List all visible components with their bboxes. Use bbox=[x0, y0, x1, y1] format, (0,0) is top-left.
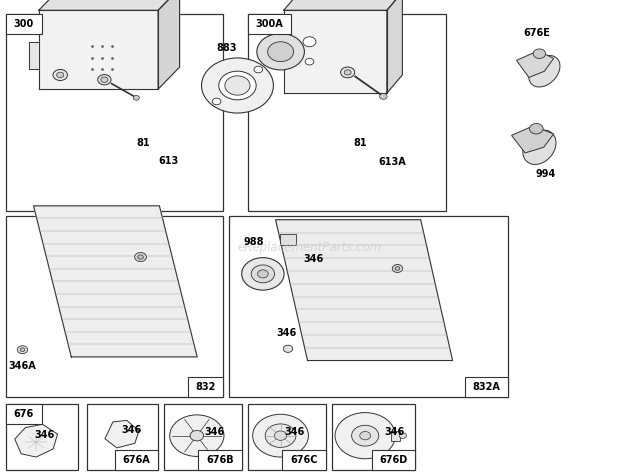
Circle shape bbox=[98, 75, 111, 85]
Text: 346: 346 bbox=[121, 425, 141, 435]
Circle shape bbox=[265, 424, 296, 447]
Circle shape bbox=[529, 124, 543, 134]
Circle shape bbox=[219, 71, 256, 100]
Text: eReplacementParts.com: eReplacementParts.com bbox=[238, 240, 382, 254]
Polygon shape bbox=[105, 420, 139, 448]
Bar bbox=[248, 14, 446, 211]
Bar bbox=[6, 14, 42, 34]
Bar bbox=[188, 377, 223, 397]
Bar bbox=[6, 216, 223, 397]
Circle shape bbox=[225, 76, 250, 95]
Text: 676C: 676C bbox=[290, 455, 317, 465]
Bar bbox=[164, 404, 242, 470]
Polygon shape bbox=[516, 51, 554, 77]
Text: 676D: 676D bbox=[379, 455, 408, 465]
Text: 994: 994 bbox=[536, 169, 556, 179]
Circle shape bbox=[133, 95, 140, 100]
Bar bbox=[248, 14, 291, 34]
Bar bbox=[248, 404, 326, 470]
Bar bbox=[229, 216, 508, 397]
Circle shape bbox=[135, 253, 146, 262]
Text: 346: 346 bbox=[304, 254, 324, 264]
Ellipse shape bbox=[529, 56, 560, 87]
Circle shape bbox=[53, 69, 68, 80]
Circle shape bbox=[253, 414, 309, 457]
Ellipse shape bbox=[523, 130, 556, 164]
Bar bbox=[6, 404, 78, 470]
Polygon shape bbox=[158, 0, 180, 89]
Polygon shape bbox=[38, 10, 158, 89]
Text: 346A: 346A bbox=[8, 361, 36, 371]
Text: 676E: 676E bbox=[523, 28, 551, 38]
Text: 676A: 676A bbox=[123, 455, 150, 465]
Text: 346: 346 bbox=[284, 427, 304, 437]
Text: 346: 346 bbox=[205, 427, 225, 437]
Bar bbox=[332, 404, 415, 470]
Text: 832: 832 bbox=[195, 381, 216, 392]
Text: 832A: 832A bbox=[473, 381, 500, 392]
Circle shape bbox=[305, 58, 314, 65]
Polygon shape bbox=[33, 206, 197, 357]
Text: 676: 676 bbox=[14, 408, 34, 419]
Polygon shape bbox=[276, 220, 453, 361]
Text: 81: 81 bbox=[136, 137, 150, 148]
Text: 81: 81 bbox=[353, 137, 367, 148]
Polygon shape bbox=[284, 10, 387, 93]
Circle shape bbox=[242, 257, 284, 290]
Circle shape bbox=[257, 270, 268, 278]
Circle shape bbox=[138, 255, 143, 259]
Circle shape bbox=[352, 425, 379, 446]
Bar bbox=[372, 450, 415, 470]
Text: 346: 346 bbox=[34, 429, 55, 440]
Bar bbox=[198, 450, 242, 470]
Text: 300A: 300A bbox=[256, 19, 283, 29]
Bar bbox=[6, 14, 223, 211]
Circle shape bbox=[399, 433, 407, 438]
Polygon shape bbox=[15, 424, 58, 457]
Polygon shape bbox=[387, 0, 402, 93]
Circle shape bbox=[283, 345, 293, 352]
Circle shape bbox=[344, 70, 351, 75]
Circle shape bbox=[190, 430, 203, 441]
Circle shape bbox=[202, 58, 273, 113]
Polygon shape bbox=[38, 0, 180, 10]
Text: 346: 346 bbox=[384, 427, 405, 437]
Text: 300: 300 bbox=[14, 19, 34, 29]
Text: 613A: 613A bbox=[378, 157, 406, 168]
Circle shape bbox=[395, 266, 400, 270]
Circle shape bbox=[254, 66, 263, 73]
Text: 346: 346 bbox=[276, 327, 296, 338]
Circle shape bbox=[257, 34, 304, 70]
Circle shape bbox=[212, 98, 221, 105]
Circle shape bbox=[533, 49, 546, 58]
Bar bbox=[282, 450, 326, 470]
Circle shape bbox=[360, 431, 371, 440]
Bar bbox=[115, 450, 158, 470]
Text: 613: 613 bbox=[158, 156, 179, 167]
Bar bbox=[465, 377, 508, 397]
Circle shape bbox=[170, 415, 224, 456]
Polygon shape bbox=[512, 126, 554, 153]
Text: 988: 988 bbox=[244, 237, 264, 247]
Text: 883: 883 bbox=[216, 43, 237, 53]
Circle shape bbox=[379, 94, 387, 99]
Circle shape bbox=[335, 413, 396, 459]
Circle shape bbox=[268, 42, 294, 62]
Bar bbox=[280, 234, 296, 245]
Circle shape bbox=[303, 37, 316, 47]
Circle shape bbox=[56, 72, 64, 78]
Bar bbox=[391, 431, 400, 441]
Circle shape bbox=[20, 348, 25, 352]
Bar bbox=[6, 404, 42, 424]
Circle shape bbox=[251, 265, 275, 283]
Circle shape bbox=[275, 431, 286, 440]
Circle shape bbox=[17, 346, 28, 354]
Circle shape bbox=[340, 67, 355, 78]
Circle shape bbox=[101, 77, 108, 83]
Text: 676B: 676B bbox=[206, 455, 234, 465]
Circle shape bbox=[392, 265, 402, 273]
Polygon shape bbox=[284, 0, 402, 10]
Polygon shape bbox=[29, 42, 38, 69]
Bar bbox=[87, 404, 158, 470]
